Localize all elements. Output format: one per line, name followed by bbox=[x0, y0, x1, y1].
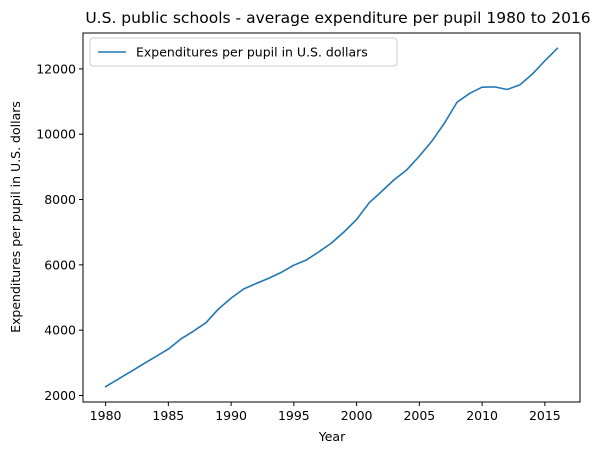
data-point bbox=[117, 378, 119, 380]
data-point bbox=[531, 73, 533, 75]
data-point bbox=[544, 60, 546, 62]
y-tick-label: 2000 bbox=[44, 388, 76, 403]
x-tick-label: 2015 bbox=[529, 408, 561, 423]
data-point bbox=[205, 322, 207, 324]
data-point bbox=[280, 271, 282, 273]
data-point bbox=[243, 288, 245, 290]
y-tick-label: 12000 bbox=[36, 61, 76, 76]
data-point bbox=[481, 86, 483, 88]
data-point bbox=[406, 169, 408, 171]
data-point bbox=[456, 101, 458, 103]
chart-title: U.S. public schools - average expenditur… bbox=[85, 9, 590, 27]
series-layer bbox=[104, 47, 559, 388]
legend-label: Expenditures per pupil in U.S. dollars bbox=[136, 45, 368, 60]
data-point bbox=[556, 47, 559, 49]
x-axis-label: Year bbox=[318, 429, 346, 444]
plot-frame bbox=[82, 32, 581, 403]
data-point bbox=[142, 363, 144, 365]
data-point bbox=[418, 155, 420, 157]
data-point bbox=[155, 356, 157, 358]
data-point bbox=[506, 88, 508, 91]
y-axis-label: Expenditures per pupil in U.S. dollars bbox=[8, 101, 23, 333]
data-point bbox=[431, 140, 433, 142]
y-tick-label: 4000 bbox=[44, 323, 76, 338]
data-point bbox=[368, 202, 370, 204]
data-point bbox=[519, 84, 521, 86]
data-point bbox=[494, 86, 496, 88]
data-point bbox=[192, 330, 195, 332]
y-tick-label: 10000 bbox=[36, 127, 76, 142]
legend-box bbox=[89, 37, 398, 67]
data-point bbox=[318, 251, 320, 253]
series-line-0 bbox=[104, 47, 559, 388]
data-point bbox=[393, 179, 395, 181]
data-point bbox=[293, 264, 295, 266]
x-tick-label: 2000 bbox=[341, 408, 373, 423]
data-point bbox=[180, 338, 182, 340]
data-point bbox=[130, 371, 132, 373]
x-tick-label: 1985 bbox=[152, 408, 184, 423]
data-point bbox=[230, 297, 232, 299]
data-point bbox=[217, 308, 220, 310]
data-point bbox=[167, 348, 169, 350]
data-point bbox=[381, 190, 383, 192]
x-tick-label: 1990 bbox=[215, 408, 247, 423]
data-point bbox=[356, 218, 358, 221]
x-tick-label: 2010 bbox=[466, 408, 498, 423]
data-point bbox=[255, 282, 257, 285]
axis-ticks: 1980 1985 1990 1995 2000 2005 2010 2015 2000 4000… bbox=[36, 61, 561, 423]
x-tick-label: 1995 bbox=[278, 408, 310, 423]
x-tick-label: 2005 bbox=[403, 408, 435, 423]
x-tick-label: 1980 bbox=[90, 408, 122, 423]
data-point bbox=[268, 277, 270, 279]
y-tick-label: 8000 bbox=[44, 192, 76, 207]
data-point bbox=[343, 231, 345, 233]
data-point bbox=[468, 92, 471, 95]
data-point bbox=[443, 122, 446, 124]
legend: Expenditures per pupil in U.S. dollars bbox=[89, 37, 398, 67]
data-point bbox=[104, 386, 107, 388]
data-point bbox=[330, 242, 333, 244]
y-tick-label: 6000 bbox=[44, 257, 76, 272]
data-point bbox=[305, 259, 307, 261]
